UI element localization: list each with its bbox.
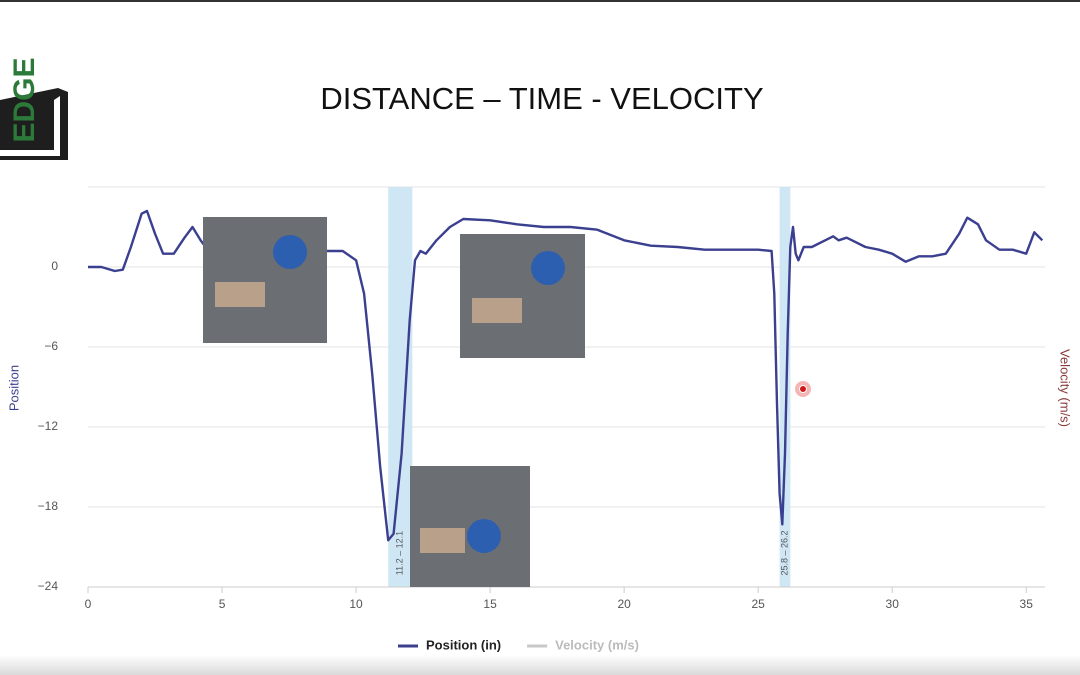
x-tick-label: 30 — [886, 597, 900, 611]
photo — [203, 217, 327, 343]
x-tick-label: 15 — [483, 597, 497, 611]
logo: EDGE — [0, 57, 68, 160]
y-tick-label: 0 — [51, 259, 58, 273]
photo-frame — [460, 234, 585, 358]
photo-frame — [203, 217, 327, 343]
highlight-band — [388, 187, 413, 587]
photo-person — [215, 282, 265, 307]
photo-person — [472, 298, 522, 323]
legend: Position (in) Velocity (m/s) — [398, 637, 639, 652]
photo — [410, 466, 530, 587]
x-tick-label: 10 — [349, 597, 363, 611]
x-tick-label: 25 — [751, 597, 765, 611]
logo-block — [0, 88, 68, 160]
y-axis-label: Position — [6, 365, 21, 411]
plot: −24 −18 −12 −6 0 11.2 – 12.1 25.8 – 26.2 0 5 10 15… — [38, 186, 1045, 611]
y-tick-label: −18 — [38, 499, 59, 513]
photo-person — [420, 528, 465, 553]
footer-shade — [0, 655, 1080, 675]
x-tick-label: 35 — [1020, 597, 1034, 611]
cursor — [799, 385, 807, 393]
y-tick-label: −12 — [38, 419, 59, 433]
x-tick-label: 20 — [617, 597, 631, 611]
logo-text: EDGE — [8, 57, 41, 142]
band-label: 25.8 – 26.2 — [779, 530, 789, 575]
photo-plate — [273, 235, 307, 269]
x-tick-label: 5 — [219, 597, 226, 611]
y2-axis-label: Velocity (m/s) — [1058, 349, 1073, 427]
x-tick-label: 0 — [85, 597, 92, 611]
legend-label: Velocity (m/s) — [555, 637, 639, 652]
legend-label: Position (in) — [426, 637, 501, 652]
photo-plate — [467, 519, 501, 553]
chart-title: DISTANCE – TIME - VELOCITY — [320, 81, 763, 116]
logo-edge — [0, 96, 60, 156]
y-tick-label: −24 — [38, 579, 59, 593]
y-tick-label: −6 — [44, 339, 58, 353]
highlight-band — [779, 187, 791, 587]
band-label: 11.2 – 12.1 — [395, 531, 405, 575]
photo-plate — [531, 251, 565, 285]
photo — [460, 234, 585, 358]
